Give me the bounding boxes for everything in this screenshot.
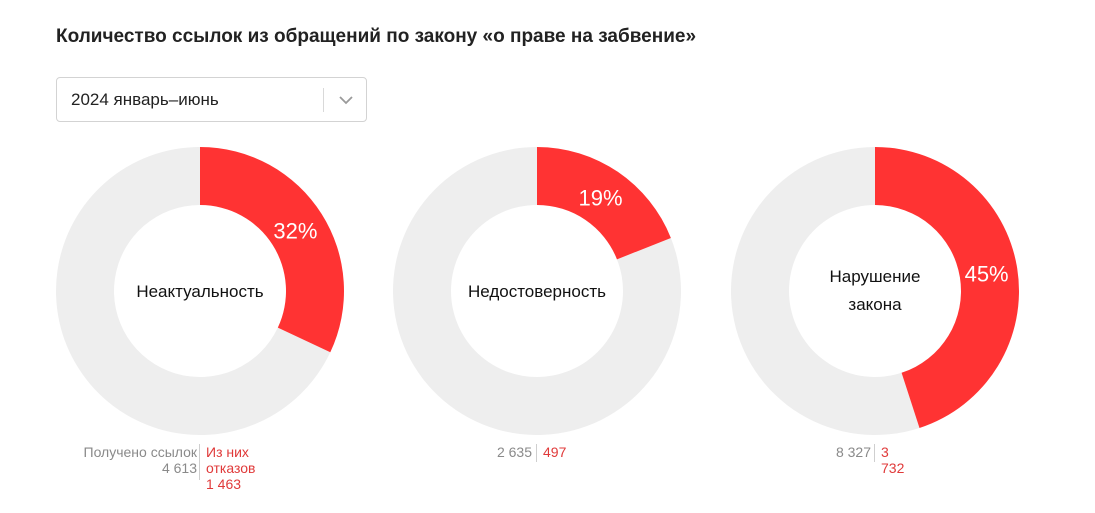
received-label: Получено ссылок [83, 444, 198, 460]
donut-chart-3: 45% Нарушение закона [730, 146, 1020, 436]
select-divider [323, 88, 324, 112]
donut-svg-3: 45% Нарушение закона [731, 147, 1019, 435]
category-label: Нарушение закона [830, 267, 921, 314]
donut-svg-1: 32% Неактуальность [55, 147, 344, 435]
received-value: 8 327 [835, 444, 871, 460]
page-title: Количество ссылок из обращений по закону… [56, 26, 697, 47]
donut-chart-2: 19% Недостоверность [392, 146, 682, 436]
percent-label: 32% [273, 218, 317, 243]
received-value: 2 635 [496, 444, 532, 460]
donut-remainder-segment [55, 147, 331, 435]
refused-value: 1 463 [206, 476, 242, 492]
donut-refused-segment [200, 147, 344, 353]
category-label-line: закона [848, 295, 902, 314]
refused-value: 3 732 [881, 444, 905, 476]
refused-label: Из них отказов [206, 444, 256, 476]
donut-refused-segment [537, 147, 671, 260]
period-select-value: 2024 январь–июнь [71, 90, 219, 109]
percent-label: 19% [578, 186, 622, 211]
stats-divider [874, 444, 875, 462]
category-label: Неактуальность [136, 282, 263, 301]
donut-remainder-segment [731, 147, 920, 435]
category-label: Недостоверность [468, 282, 606, 301]
stats-divider [536, 444, 537, 462]
period-select[interactable]: 2024 январь–июнь [56, 77, 367, 122]
percent-label: 45% [965, 261, 1009, 286]
category-label-line: Нарушение [830, 267, 921, 286]
donut-remainder-segment [393, 147, 681, 435]
donut-refused-segment [875, 147, 1019, 428]
refused-value: 497 [543, 444, 567, 460]
stats-divider [199, 444, 200, 480]
donut-svg-2: 19% Недостоверность [393, 147, 681, 435]
donut-chart-1: 32% Неактуальность [55, 146, 345, 436]
received-value: 4 613 [161, 460, 197, 476]
chevron-down-icon[interactable] [336, 92, 356, 108]
